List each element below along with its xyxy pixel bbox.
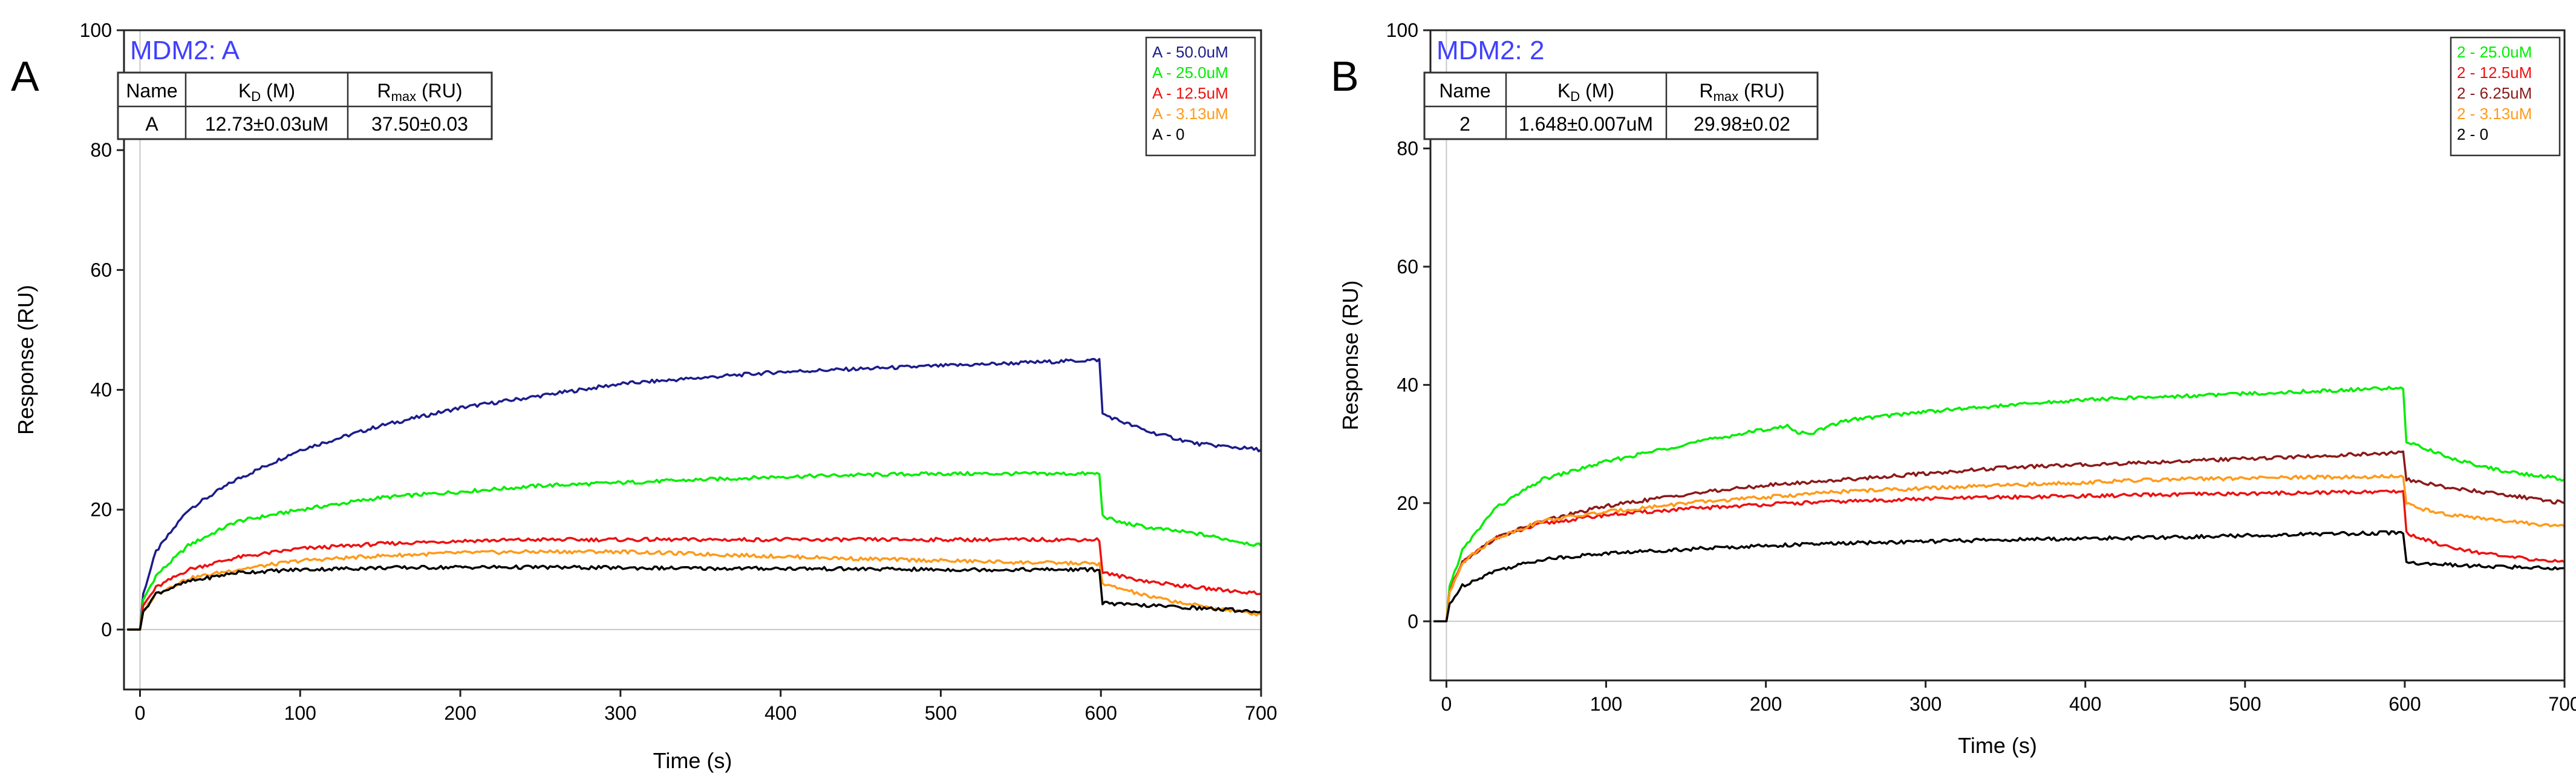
y-tick-label: 80 <box>1397 137 1418 159</box>
table-header-kd: KD (M) <box>1557 80 1614 104</box>
axes: 0 20 40 60 80 100 0 100 200 300 400 500 600 700 Time (… <box>13 19 1277 773</box>
table-header-name: Name <box>126 80 177 102</box>
y-tick-label: 100 <box>80 19 112 41</box>
panel-b: B 0 20 40 60 80 100 0 100 200 300 400 500 600 700 Time… <box>1331 19 2576 758</box>
series-line-1 <box>1433 385 2565 623</box>
x-tick-label: 400 <box>2069 693 2101 715</box>
y-tick-label: 80 <box>90 139 112 161</box>
panel-letter: B <box>1331 53 1359 100</box>
y-tick-label: 100 <box>1386 19 1418 41</box>
x-axis-label: Time (s) <box>653 748 732 773</box>
y-tick-label: 40 <box>90 379 112 401</box>
legend-entry-5: 2 - 0 <box>2457 125 2488 143</box>
y-tick-label: 0 <box>101 619 112 640</box>
x-axis-label: Time (s) <box>1958 733 2037 758</box>
legend-entry-5: A - 0 <box>1152 125 1184 143</box>
y-tick-label: 20 <box>1397 492 1418 514</box>
x-tick-label: 200 <box>444 702 476 724</box>
x-tick-label: 0 <box>135 702 146 724</box>
plot-frame <box>123 29 1262 691</box>
x-tick-label: 600 <box>1085 702 1117 724</box>
legend-entry-4: A - 3.13uM <box>1152 105 1228 123</box>
legend-entry-1: A - 50.0uM <box>1152 43 1228 61</box>
table-header-rmax: Rmax (RU) <box>1699 80 1784 104</box>
x-tick-label: 600 <box>2389 693 2421 715</box>
gridlines <box>124 30 1261 689</box>
legend-entry-2: 2 - 12.5uM <box>2457 64 2532 82</box>
table-cell-rmax: 29.98±0.02 <box>1694 113 1790 135</box>
chart-title: MDM2: 2 <box>1436 36 1544 65</box>
x-tick-label: 300 <box>604 702 636 724</box>
chart-title: MDM2: A <box>130 36 240 65</box>
y-tick-label: 20 <box>90 499 112 521</box>
y-axis-label: Response (RU) <box>1338 280 1363 430</box>
series-layer <box>1433 385 2566 623</box>
series-line-2 <box>1433 489 2565 623</box>
legend-box <box>1145 36 1256 157</box>
y-tick-label: 0 <box>1407 610 1418 632</box>
series-line-2 <box>127 471 1262 631</box>
legend-entry-1: 2 - 25.0uM <box>2457 43 2532 61</box>
legend-box <box>2450 36 2561 157</box>
series-line-4 <box>127 549 1262 631</box>
series-line-4 <box>1433 474 2566 623</box>
series-layer <box>127 357 1262 631</box>
table-cell-name: 2 <box>1459 113 1470 135</box>
table-header-kd: KD (M) <box>238 80 295 104</box>
panel-letter: A <box>11 53 39 100</box>
table-header-name: Name <box>1439 80 1490 102</box>
x-tick-label: 700 <box>1245 702 1277 724</box>
series-line-5 <box>127 564 1262 631</box>
legend-entry-3: 2 - 6.25uM <box>2457 84 2532 102</box>
x-tick-label: 500 <box>2229 693 2261 715</box>
legend: A - 50.0uM A - 25.0uM A - 12.5uM A - 3.13uM… <box>1145 36 1256 157</box>
x-tick-label: 100 <box>1590 693 1622 715</box>
axes: 0 20 40 60 80 100 0 100 200 300 400 500 600 700 Time (… <box>1338 19 2576 758</box>
x-tick-label: 700 <box>2548 693 2576 715</box>
table-cell-kd: 12.73±0.03uM <box>205 113 328 135</box>
panel-a: A 0 20 40 60 80 100 0 100 200 300 400 500 600 700 Time… <box>11 19 1277 773</box>
y-tick-label: 60 <box>90 259 112 281</box>
legend-entry-2: A - 25.0uM <box>1152 64 1228 82</box>
x-tick-label: 400 <box>765 702 797 724</box>
y-tick-label: 40 <box>1397 374 1418 396</box>
series-line-3 <box>1433 450 2565 623</box>
fit-table: Name KD (M) Rmax (RU) 2 1.648±0.007uM 29… <box>1423 71 1819 140</box>
y-tick-label: 60 <box>1397 256 1418 278</box>
series-line-1 <box>127 357 1262 631</box>
table-header-rmax: Rmax (RU) <box>377 80 462 104</box>
series-line-5 <box>1433 530 2565 623</box>
x-tick-label: 300 <box>1909 693 1942 715</box>
x-tick-label: 500 <box>925 702 957 724</box>
legend: 2 - 25.0uM 2 - 12.5uM 2 - 6.25uM 2 - 3.13uM… <box>2450 36 2561 157</box>
table-cell-name: A <box>145 113 158 135</box>
legend-entry-4: 2 - 3.13uM <box>2457 105 2532 123</box>
x-tick-label: 200 <box>1750 693 1782 715</box>
x-tick-label: 100 <box>284 702 316 724</box>
legend-entry-3: A - 12.5uM <box>1152 84 1228 102</box>
x-tick-label: 0 <box>1441 693 1452 715</box>
table-cell-kd: 1.648±0.007uM <box>1519 113 1653 135</box>
fit-table: Name KD (M) Rmax (RU) A 12.73±0.03uM 37.… <box>117 71 493 140</box>
y-axis-label: Response (RU) <box>13 285 38 435</box>
series-line-3 <box>127 536 1262 631</box>
table-cell-rmax: 37.50±0.03 <box>371 113 468 135</box>
plot-frame <box>1429 29 2566 682</box>
